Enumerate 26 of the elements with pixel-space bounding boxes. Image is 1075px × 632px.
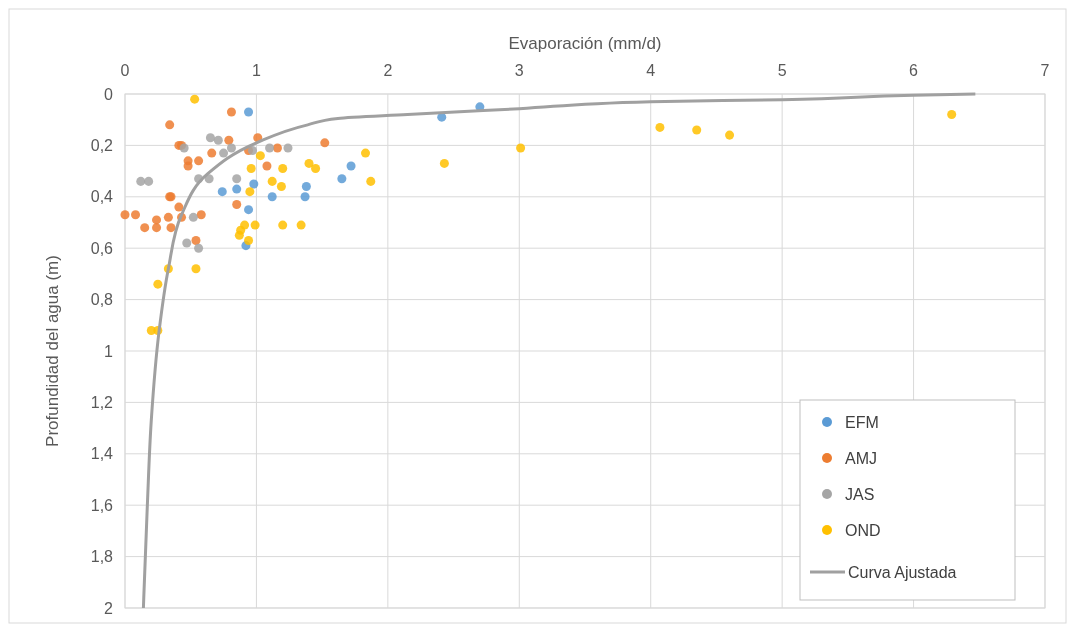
x-tick-label: 0 (120, 62, 130, 79)
x-tick-label: 7 (1040, 62, 1050, 79)
legend-label: JAS (845, 485, 875, 503)
x-tick-label: 6 (909, 62, 919, 79)
x-axis-title: Evaporación (mm/d) (508, 34, 662, 53)
y-tick-label: 0,8 (90, 291, 114, 309)
x-tick-label: 1 (251, 62, 261, 79)
legend-label: EFM (845, 413, 879, 431)
y-tick-label: 1 (104, 342, 114, 360)
y-axis-title: Profundidad del agua (m) (43, 255, 62, 447)
x-tick-label: 4 (646, 62, 656, 79)
y-tick-label: 1,6 (90, 496, 114, 514)
legend-label: AMJ (845, 449, 877, 467)
y-tick-label: 0,2 (90, 137, 114, 154)
y-tick-label: 1,4 (90, 445, 114, 463)
y-tick-label: 1,8 (90, 548, 114, 566)
y-tick-label: 2 (104, 599, 114, 617)
y-tick-label: 0,4 (90, 188, 114, 206)
legend-label: OND (845, 521, 881, 539)
y-tick-label: 0 (104, 85, 114, 103)
y-tick-label: 1,2 (90, 394, 114, 411)
x-tick-label: 3 (514, 62, 524, 79)
x-tick-label: 2 (383, 62, 393, 79)
y-tick-label: 0,6 (90, 239, 114, 257)
x-tick-label: 5 (777, 62, 787, 79)
legend-label: Curva Ajustada (848, 563, 957, 581)
